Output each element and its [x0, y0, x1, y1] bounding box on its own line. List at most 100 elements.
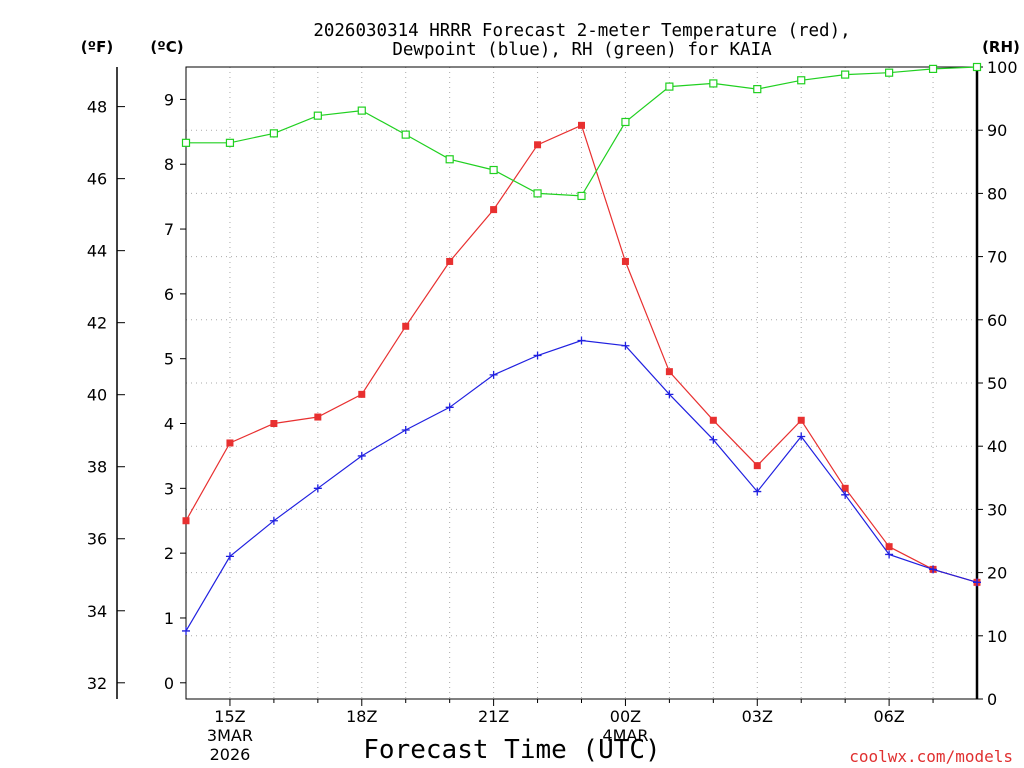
series-temperature — [182, 121, 981, 586]
dewpoint-point — [753, 487, 762, 496]
temperature-point — [797, 416, 805, 424]
dewpoint-point — [665, 390, 674, 399]
chart-title-line1: 2026030314 HRRR Forecast 2-meter Tempera… — [313, 21, 850, 41]
celsius-tick-label: 8 — [164, 155, 174, 174]
dewpoint-point — [225, 552, 234, 561]
celsius-tick-label: 6 — [164, 285, 174, 304]
temperature-point — [665, 368, 673, 376]
dewpoint-point — [489, 370, 498, 379]
time-tick-label: 18Z — [346, 707, 377, 726]
rh-tick-label: 30 — [987, 500, 1007, 519]
temperature-point — [402, 322, 410, 330]
rh-axis: 0 10 20 30 40 50 60 70 80 90 100 — [977, 58, 1018, 709]
data-series — [181, 62, 982, 635]
date-tick-label: 4MAR — [602, 726, 648, 745]
celsius-tick-label: 9 — [164, 90, 174, 109]
date-tick-label: 3MAR — [207, 726, 253, 745]
temperature-point — [534, 141, 542, 149]
rh-point — [577, 191, 586, 201]
temperature-point — [358, 390, 366, 398]
dewpoint-point — [401, 425, 410, 434]
dewpoint-point — [797, 432, 806, 441]
celsius-tick-label: 1 — [164, 609, 174, 628]
fahrenheit-tick-label: 44 — [87, 242, 107, 261]
time-tick-label: 21Z — [478, 707, 509, 726]
celsius-tick-label: 3 — [164, 479, 174, 498]
rh-point — [269, 129, 278, 138]
rh-point — [972, 62, 982, 72]
fahrenheit-axis: 32 34 36 38 40 42 44 46 48 — [87, 98, 125, 693]
rh-line — [186, 66, 978, 197]
fahrenheit-tick-label: 46 — [87, 170, 107, 189]
temperature-point — [314, 413, 322, 421]
celsius-tick-label: 2 — [164, 544, 174, 563]
temperature-point — [709, 416, 717, 424]
temperature-point — [446, 257, 454, 265]
temperature-point — [753, 462, 761, 470]
rh-tick-label: 90 — [987, 121, 1007, 140]
temperature-point — [490, 206, 498, 214]
series-rh — [181, 62, 982, 201]
dewpoint-point — [269, 516, 278, 525]
rh-point — [885, 68, 894, 77]
rh-tick-label: 60 — [987, 311, 1007, 330]
dewpoint-point — [313, 484, 322, 493]
time-tick-label: 00Z — [610, 707, 641, 726]
rh-point — [753, 85, 762, 94]
rh-point — [313, 111, 322, 120]
rh-tick-label: 80 — [987, 184, 1007, 203]
temperature-point — [621, 257, 629, 265]
fahrenheit-tick-label: 36 — [87, 530, 107, 549]
temperature-point — [270, 420, 278, 428]
rh-point — [181, 138, 191, 147]
rh-tick-label: 40 — [987, 437, 1007, 456]
rh-point — [709, 79, 718, 88]
rh-tick-label: 100 — [987, 58, 1018, 77]
temperature-point — [841, 484, 849, 492]
chart-title-line2: Dewpoint (blue), RH (green) for KAIA — [392, 40, 772, 60]
rh-point — [533, 189, 542, 198]
year-tick-label: 2026 — [210, 745, 251, 764]
celsius-tick-label: 7 — [164, 220, 174, 239]
rh-point — [401, 130, 410, 139]
fahrenheit-unit-label: (ºF) — [81, 38, 113, 56]
rh-point — [841, 70, 850, 79]
dewpoint-point — [621, 341, 630, 350]
temperature-point — [226, 439, 234, 447]
rh-point — [225, 138, 235, 147]
series-dewpoint — [182, 336, 981, 635]
dewpoint-point — [929, 565, 938, 574]
temperature-point — [885, 543, 893, 551]
celsius-tick-label: 5 — [164, 350, 174, 369]
dewpoint-point — [709, 435, 718, 444]
fahrenheit-tick-label: 34 — [87, 602, 107, 621]
dewpoint-point — [841, 490, 850, 499]
rh-unit-label: (RH) — [982, 38, 1020, 56]
celsius-tick-label: 0 — [164, 674, 174, 693]
rh-point — [797, 76, 806, 85]
credit-link[interactable]: coolwx.com/models — [849, 747, 1013, 766]
dewpoint-point — [445, 403, 454, 412]
celsius-axis: 0 1 2 3 4 5 6 7 8 9 — [164, 90, 186, 693]
rh-point — [357, 106, 366, 115]
rh-tick-label: 20 — [987, 564, 1007, 583]
temperature-point — [182, 517, 190, 525]
time-tick-label: 15Z — [214, 707, 245, 726]
fahrenheit-tick-label: 42 — [87, 314, 107, 333]
fahrenheit-tick-label: 32 — [87, 674, 107, 693]
dewpoint-point — [357, 451, 366, 460]
fahrenheit-tick-label: 48 — [87, 98, 107, 117]
dewpoint-point — [533, 351, 542, 360]
rh-tick-label: 10 — [987, 627, 1007, 646]
dewpoint-point — [973, 578, 981, 587]
celsius-unit-label: (ºC) — [150, 38, 183, 56]
celsius-tick-label: 4 — [164, 415, 174, 434]
rh-tick-label: 0 — [987, 690, 997, 709]
rh-point — [489, 165, 498, 175]
x-axis-title: Forecast Time (UTC) — [363, 735, 660, 765]
rh-point — [621, 117, 630, 127]
rh-tick-label: 50 — [987, 374, 1007, 393]
rh-point — [445, 155, 454, 164]
